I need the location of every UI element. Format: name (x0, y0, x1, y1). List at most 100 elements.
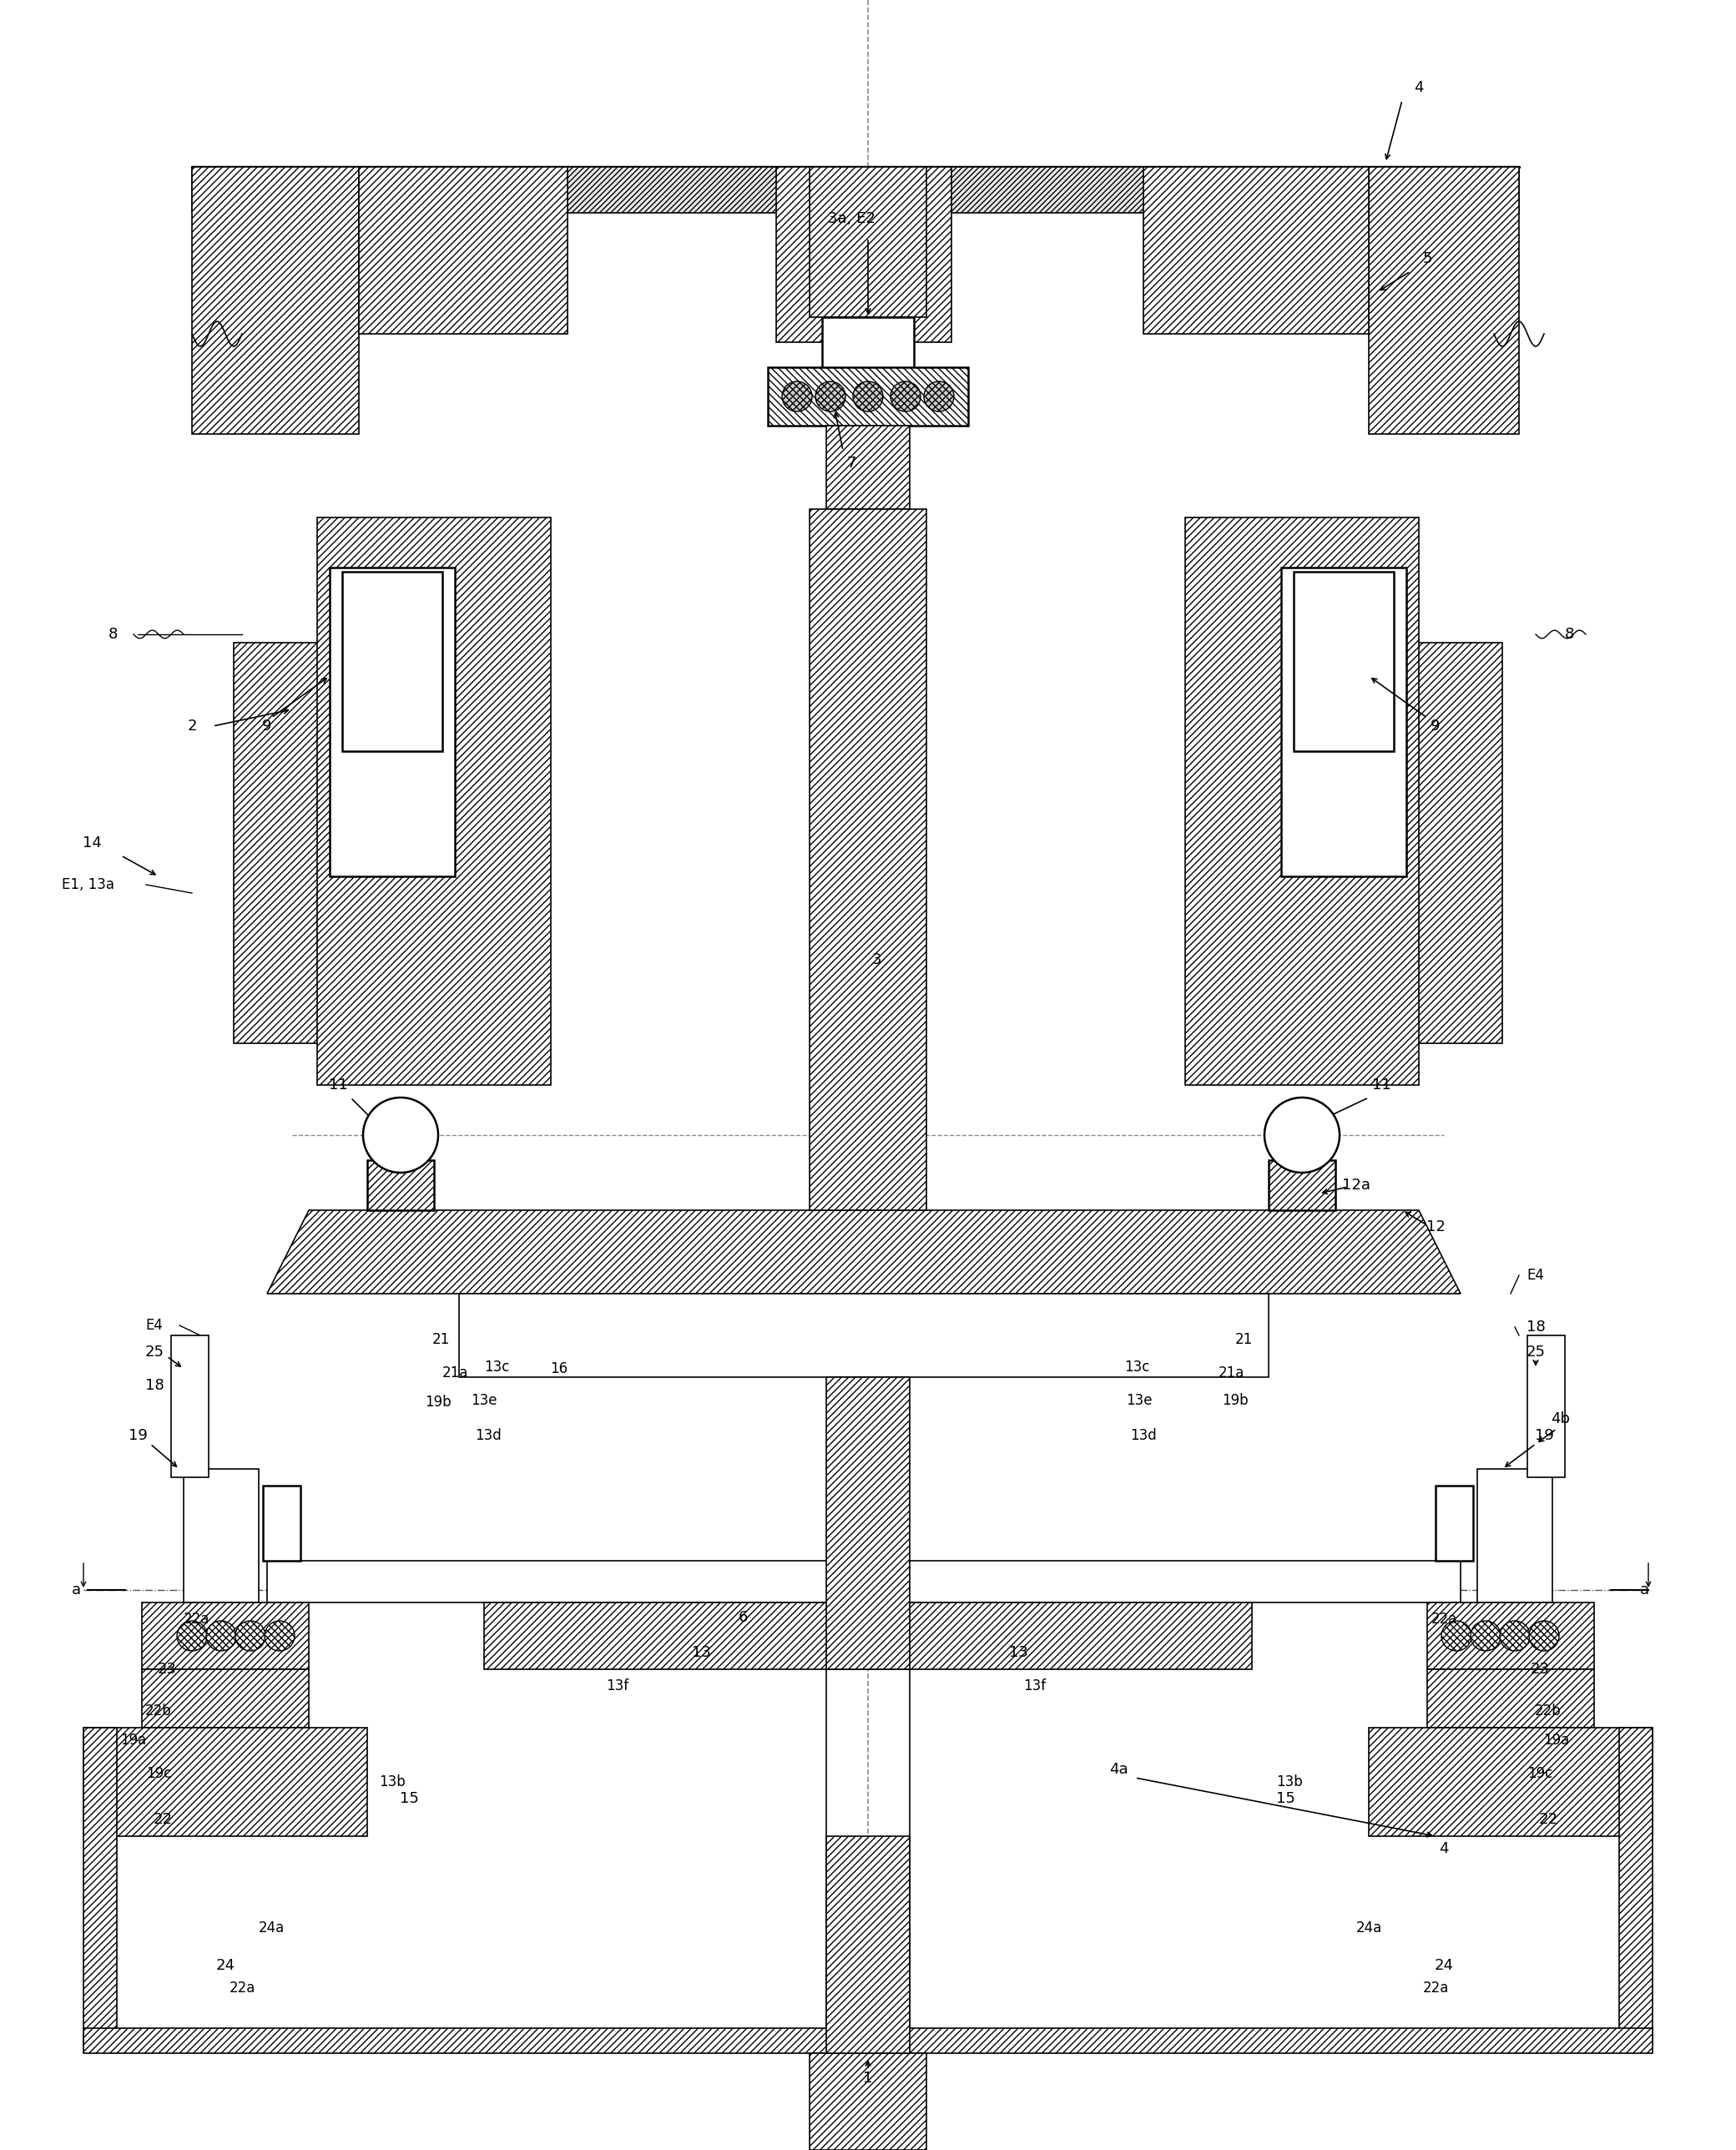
Text: 19c: 19c (1528, 1765, 1552, 1780)
Text: 19b: 19b (425, 1395, 451, 1410)
Text: 24a: 24a (259, 1920, 285, 1935)
Text: 7: 7 (847, 456, 856, 471)
Text: 14: 14 (82, 836, 101, 851)
Text: 4: 4 (1439, 1840, 1448, 1855)
Circle shape (1264, 1096, 1340, 1172)
Circle shape (816, 381, 845, 411)
Circle shape (177, 1621, 207, 1651)
Circle shape (781, 381, 812, 411)
Polygon shape (826, 426, 910, 510)
Polygon shape (809, 168, 927, 318)
Polygon shape (359, 168, 568, 333)
Polygon shape (826, 1378, 910, 1668)
Text: 13e: 13e (1127, 1393, 1153, 1408)
Polygon shape (1269, 1161, 1335, 1210)
Text: 5: 5 (1422, 252, 1432, 267)
Polygon shape (1368, 1729, 1653, 1836)
Polygon shape (368, 1161, 434, 1210)
Text: 23: 23 (158, 1662, 177, 1677)
Polygon shape (1427, 1668, 1594, 1729)
Polygon shape (1368, 168, 1519, 434)
Polygon shape (1186, 518, 1418, 1086)
Polygon shape (193, 168, 1519, 213)
Text: 11: 11 (328, 1077, 347, 1092)
Text: 13d: 13d (476, 1428, 502, 1443)
Text: 13: 13 (1009, 1645, 1028, 1660)
Polygon shape (267, 1210, 1460, 1294)
Text: 19: 19 (128, 1428, 148, 1443)
Text: 25: 25 (144, 1344, 163, 1359)
Text: 25: 25 (1526, 1344, 1545, 1359)
Polygon shape (342, 572, 443, 750)
Text: 3: 3 (871, 952, 882, 968)
Polygon shape (776, 168, 951, 342)
Polygon shape (1436, 1486, 1474, 1561)
Text: 19b: 19b (1222, 1393, 1248, 1408)
Polygon shape (1281, 568, 1406, 877)
Text: 15: 15 (1276, 1791, 1295, 1806)
Circle shape (1500, 1621, 1529, 1651)
Polygon shape (826, 1836, 910, 2053)
Text: 24: 24 (1434, 1959, 1453, 1974)
Text: 8: 8 (1564, 628, 1575, 643)
Text: 13c: 13c (484, 1359, 509, 1374)
Text: 22a: 22a (229, 1980, 255, 1995)
Text: 11: 11 (1371, 1077, 1391, 1092)
Polygon shape (184, 1468, 259, 1602)
Text: 6: 6 (738, 1610, 748, 1625)
Polygon shape (809, 510, 927, 1210)
Text: 12: 12 (1425, 1219, 1444, 1234)
Circle shape (852, 381, 884, 411)
Polygon shape (767, 368, 969, 426)
Text: 13d: 13d (1130, 1428, 1156, 1443)
Text: 18: 18 (1526, 1320, 1545, 1335)
Circle shape (236, 1621, 266, 1651)
Text: 23: 23 (1529, 1662, 1550, 1677)
Text: 21a: 21a (441, 1365, 469, 1380)
Text: 18: 18 (144, 1378, 163, 1393)
Polygon shape (142, 1668, 309, 1729)
Text: 3a, E2: 3a, E2 (828, 211, 875, 226)
Polygon shape (1427, 1602, 1594, 1668)
Polygon shape (83, 1729, 116, 2045)
Text: 13f: 13f (1024, 1679, 1047, 1694)
Circle shape (1529, 1621, 1559, 1651)
Text: 16: 16 (550, 1361, 568, 1376)
Text: 8: 8 (108, 628, 118, 643)
Polygon shape (142, 1602, 309, 1668)
Polygon shape (234, 643, 359, 1043)
Text: 22: 22 (1538, 1812, 1557, 1827)
Text: 19c: 19c (146, 1765, 172, 1780)
Circle shape (1441, 1621, 1472, 1651)
Polygon shape (809, 2053, 927, 2150)
Text: 21a: 21a (1219, 1365, 1245, 1380)
Text: 22a: 22a (1430, 1612, 1457, 1628)
Text: 9: 9 (262, 718, 273, 733)
Polygon shape (1528, 1335, 1564, 1477)
Text: 13f: 13f (606, 1679, 628, 1694)
Text: 13b: 13b (378, 1774, 406, 1789)
Text: 2: 2 (187, 718, 196, 733)
Polygon shape (262, 1486, 300, 1561)
Polygon shape (1477, 1468, 1552, 1602)
Polygon shape (1620, 1729, 1653, 2045)
Polygon shape (83, 1729, 368, 1836)
Polygon shape (267, 1561, 1460, 1602)
Circle shape (264, 1621, 295, 1651)
Text: 22b: 22b (146, 1703, 172, 1718)
Text: E4: E4 (1528, 1268, 1545, 1284)
Text: 22b: 22b (1535, 1703, 1561, 1718)
Polygon shape (1368, 643, 1502, 1043)
Text: 15: 15 (399, 1791, 418, 1806)
Circle shape (363, 1096, 437, 1172)
Polygon shape (823, 318, 913, 391)
Text: 13c: 13c (1125, 1359, 1149, 1374)
Text: 12a: 12a (1342, 1178, 1370, 1193)
Text: 9: 9 (1430, 718, 1441, 733)
Text: E4: E4 (146, 1318, 163, 1333)
Polygon shape (172, 1335, 208, 1477)
Circle shape (207, 1621, 236, 1651)
Text: 21: 21 (1234, 1333, 1252, 1348)
Text: 24a: 24a (1356, 1920, 1382, 1935)
Circle shape (1470, 1621, 1500, 1651)
